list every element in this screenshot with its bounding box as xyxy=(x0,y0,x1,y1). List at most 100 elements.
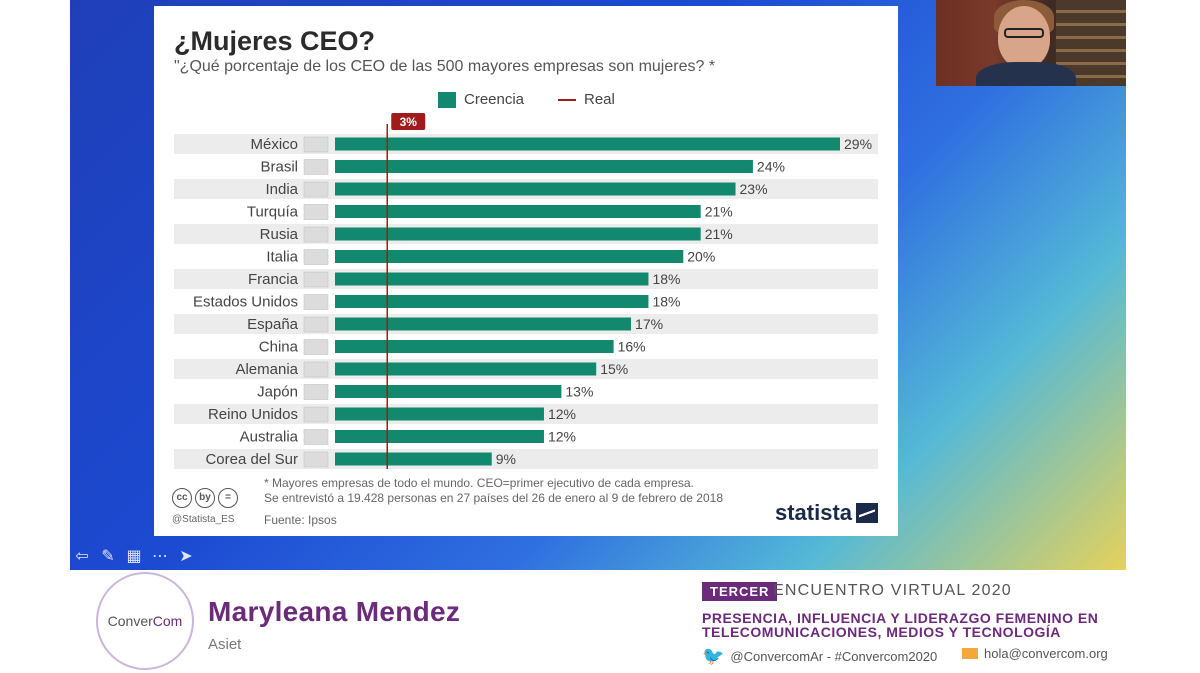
category-label: Corea del Sur xyxy=(205,451,298,468)
flag-icon xyxy=(303,429,329,445)
no-derivatives-icon: = xyxy=(218,488,238,508)
value-label: 20% xyxy=(687,249,715,265)
statista-handle: @Statista_ES xyxy=(172,514,235,525)
footnote: * Mayores empresas de todo el mundo. CEO… xyxy=(264,476,723,506)
statista-mark-icon xyxy=(856,503,879,523)
statista-logo: statista xyxy=(775,500,879,526)
bar xyxy=(335,340,614,353)
source-note: Fuente: Ipsos xyxy=(264,513,337,527)
bar xyxy=(335,160,753,173)
value-label: 17% xyxy=(635,316,663,332)
speaker-organization: Asiet xyxy=(208,636,242,653)
slide-card: ¿Mujeres CEO? "¿Qué porcentaje de los CE… xyxy=(154,6,898,536)
footnote-line-1: * Mayores empresas de todo el mundo. CEO… xyxy=(264,476,694,490)
value-label: 23% xyxy=(740,181,768,197)
bar-chart: México 29% Brasil 24% India 23% Turquía 21% Rusi… xyxy=(174,113,878,469)
value-label: 29% xyxy=(844,136,872,152)
value-label: 13% xyxy=(565,384,593,400)
attribution-icon: by xyxy=(195,488,215,508)
twitter-icon: 🐦 xyxy=(702,646,725,666)
category-label: España xyxy=(247,316,299,333)
legend-creencia: Creencia xyxy=(438,91,524,108)
bar xyxy=(335,250,684,263)
pointer-icon[interactable]: ➤ xyxy=(179,548,193,565)
bar xyxy=(335,182,736,196)
slides-icon[interactable]: ▦ xyxy=(126,548,142,565)
flag-icon xyxy=(303,294,329,310)
flag-icon xyxy=(303,361,329,378)
category-label: Turquía xyxy=(247,204,299,221)
bar xyxy=(335,295,649,308)
legend-label-creencia: Creencia xyxy=(464,91,525,108)
bar xyxy=(335,385,562,398)
category-label: China xyxy=(259,339,299,356)
twitter-handle: @ConvercomAr - #Convercom2020 xyxy=(730,649,938,664)
flag-icon xyxy=(303,406,329,423)
category-label: México xyxy=(250,136,298,153)
event-title: ENCUENTRO VIRTUAL 2020 xyxy=(773,582,1012,599)
bar xyxy=(335,205,701,218)
footnote-line-2: Se entrevistó a 19.428 personas en 27 pa… xyxy=(264,491,723,505)
arrow-left-icon[interactable]: ⇦ xyxy=(75,548,89,565)
glasses xyxy=(1004,28,1044,38)
value-label: 18% xyxy=(652,294,680,310)
value-label: 9% xyxy=(496,451,516,467)
convercom-logo: Conver Com xyxy=(96,572,194,670)
lower-third-banner: Conver Com Maryleana Mendez Asiet TERCER … xyxy=(0,570,1200,673)
bar xyxy=(335,407,544,421)
flag-icon xyxy=(303,204,329,220)
twitter-contact: 🐦 @ConvercomAr - #Convercom2020 xyxy=(702,646,937,667)
person-body xyxy=(976,62,1076,86)
statista-logo-text: statista xyxy=(775,500,853,525)
flag-icon xyxy=(303,159,329,175)
legend-real: Real xyxy=(558,91,615,108)
value-label: 21% xyxy=(705,204,733,220)
value-label: 12% xyxy=(548,429,576,445)
flag-icon xyxy=(303,271,329,288)
chart-title: ¿Mujeres CEO? xyxy=(174,26,376,56)
more-icon[interactable]: ⋯ xyxy=(152,548,168,565)
flag-icon xyxy=(303,451,329,468)
bar xyxy=(335,362,597,376)
bar xyxy=(335,272,649,286)
event-theme-line-1: PRESENCIA, INFLUENCIA Y LIDERAZGO FEMENI… xyxy=(702,610,1099,626)
bar xyxy=(335,452,492,466)
email-contact: hola@convercom.org xyxy=(962,646,1108,661)
flag-icon xyxy=(303,316,329,333)
reference-label-box xyxy=(391,113,426,130)
category-label: Japón xyxy=(257,384,298,401)
category-label: Reino Unidos xyxy=(208,406,298,423)
flag-icon xyxy=(303,339,329,355)
bar xyxy=(335,430,544,443)
bar xyxy=(335,227,701,241)
value-label: 21% xyxy=(705,226,733,242)
webcam-video xyxy=(936,0,1126,86)
speaker-name: Maryleana Mendez xyxy=(208,596,461,627)
pen-icon[interactable]: ✎ xyxy=(101,548,115,565)
envelope-icon xyxy=(962,648,978,659)
category-label: Italia xyxy=(266,249,298,266)
legend-label-real: Real xyxy=(584,91,615,108)
slideshow-toolbar: ⇦ ✎ ▦ ⋯ ➤ xyxy=(72,548,196,566)
email-address: hola@convercom.org xyxy=(984,646,1108,661)
flag-icon xyxy=(303,226,329,243)
cc-icon: cc xyxy=(172,488,192,508)
bar xyxy=(335,137,840,151)
bar xyxy=(335,317,632,331)
legend-swatch xyxy=(438,91,456,108)
event-theme-line-2: TELECOMUNICACIONES, MEDIOS Y TECNOLOGÍA xyxy=(702,624,1061,640)
chart-subtitle: "¿Qué porcentaje de los CEO de las 500 m… xyxy=(174,58,716,75)
category-label: Australia xyxy=(240,429,299,446)
flag-icon xyxy=(303,136,329,153)
flag-icon xyxy=(303,181,329,198)
category-label: Estados Unidos xyxy=(193,294,298,311)
value-label: 16% xyxy=(618,339,646,355)
legend-line xyxy=(558,98,576,101)
value-label: 12% xyxy=(548,406,576,422)
value-label: 15% xyxy=(600,361,628,377)
category-label: Alemania xyxy=(235,361,298,378)
creative-commons-icons: cc by = xyxy=(172,488,238,508)
flag-icon xyxy=(303,249,329,265)
category-label: Rusia xyxy=(260,226,299,243)
